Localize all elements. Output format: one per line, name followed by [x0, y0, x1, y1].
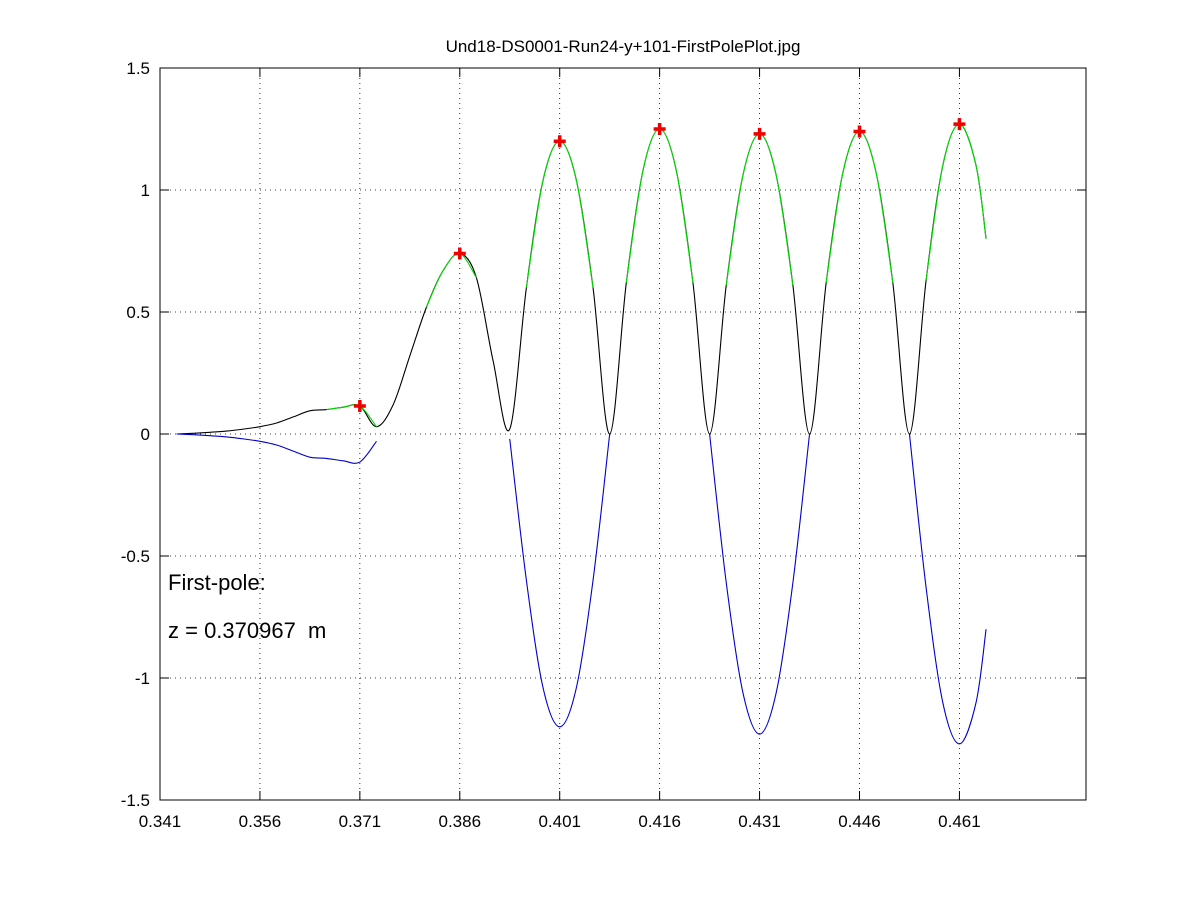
annotation: First-pole:	[168, 570, 266, 595]
x-tick-label: 0.461	[938, 812, 981, 831]
y-tick-label: 0.5	[126, 303, 150, 322]
peak-marker	[753, 127, 766, 140]
peak-marker	[453, 247, 466, 260]
line-series	[176, 433, 987, 745]
x-tick-label: 0.446	[838, 812, 881, 831]
plot-frame	[159, 67, 1087, 801]
y-tick-label: 0	[141, 425, 150, 444]
x-tick-label: 0.371	[339, 812, 382, 831]
chart-title: Und18-DS0001-Run24-y+101-FirstPolePlot.j…	[446, 37, 801, 56]
peak-marker	[953, 118, 966, 131]
x-tick-label: 0.431	[738, 812, 781, 831]
y-tick-label: -1.5	[121, 791, 150, 810]
x-tick-label: 0.401	[538, 812, 581, 831]
x-tick-label: 0.341	[139, 812, 182, 831]
y-tick-label: 1	[141, 181, 150, 200]
peak-marker	[553, 135, 566, 148]
x-tick-label: 0.356	[239, 812, 282, 831]
y-tick-label: -0.5	[121, 547, 150, 566]
peak-marker	[653, 123, 666, 135]
y-tick-label: -1	[135, 669, 150, 688]
annotation: z = 0.370967 m	[168, 618, 326, 643]
x-tick-label: 0.416	[638, 812, 681, 831]
x-tick-label: 0.386	[439, 812, 482, 831]
y-tick-label: 1.5	[126, 59, 150, 78]
peak-marker	[853, 125, 866, 138]
peak-marker	[353, 399, 366, 412]
